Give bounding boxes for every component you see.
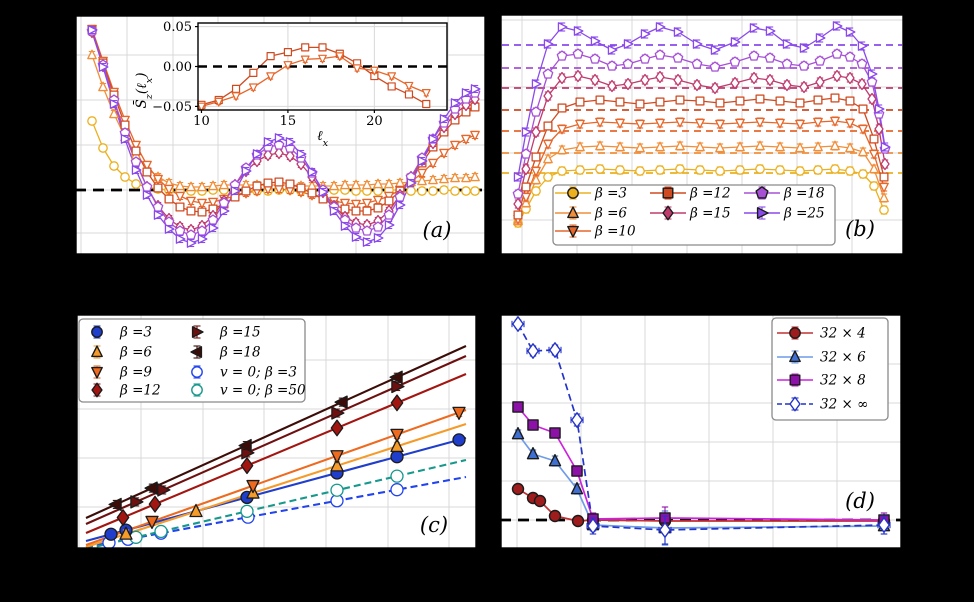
svg-text:20: 20: [366, 114, 383, 129]
svg-text:S̄z(ℓx): S̄z(ℓx): [134, 72, 155, 108]
svg-text:β =18: β =18: [219, 345, 261, 361]
legend: 32 × 4 32 × 6 32 × 8 32 × ∞: [771, 317, 889, 421]
legend: β =3 β =6 β =9 β =12 β =15 β =18 v = 0; β =3 v …: [78, 318, 306, 403]
series-beta6: [513, 140, 889, 226]
series-beta12: [513, 93, 889, 220]
series-beta9: [145, 406, 466, 530]
legend-entry-15: β =15: [650, 206, 731, 222]
legend-entry-328: 32 × 8: [777, 373, 866, 389]
series-beta15: [130, 379, 405, 509]
series-beta25: [513, 21, 891, 182]
svg-text:(d): (d): [845, 489, 875, 513]
svg-text:β =15: β =15: [689, 206, 731, 222]
svg-text:β =3: β =3: [594, 186, 627, 202]
svg-text:32 × ∞: 32 × ∞: [820, 397, 868, 413]
svg-text:32 × 8: 32 × 8: [820, 373, 866, 389]
legend-entry-3: β =3: [91, 325, 152, 341]
svg-text:β =25: β =25: [783, 206, 825, 222]
legend-entry-25: β =25: [744, 206, 825, 222]
legend-entry-6: β =6: [91, 345, 152, 361]
legend-entry-10: β =10: [555, 224, 636, 240]
panel-c-plot: β =3 β =6 β =9 β =12 β =15 β =18 v = 0; β =3 v …: [76, 314, 477, 549]
svg-text:32 × 4: 32 × 4: [820, 326, 866, 342]
series-beta10: [513, 116, 889, 225]
svg-text:β =6: β =6: [119, 345, 152, 361]
svg-text:β =9: β =9: [119, 365, 152, 381]
panel-d-plot: 32 × 4 32 × 6 32 × 8 32 × ∞ (d): [500, 314, 902, 549]
svg-text:0.05: 0.05: [163, 20, 192, 35]
legend-entry-15: β =15: [191, 325, 261, 341]
legend-entry-32: 32 × ∞: [777, 397, 868, 413]
svg-text:β =6: β =6: [594, 206, 627, 222]
series-beta3: [513, 164, 889, 228]
legend-entry-v03: v = 0; β =3: [191, 365, 297, 381]
legend-entry-326: 32 × 6: [777, 350, 866, 366]
svg-text:β =10: β =10: [594, 224, 636, 240]
svg-text:15: 15: [280, 114, 297, 129]
svg-text:(c): (c): [420, 513, 448, 537]
legend-entry-12: β =12: [650, 186, 731, 202]
svg-text:ℓx: ℓx: [317, 128, 329, 149]
svg-text:(b): (b): [845, 217, 875, 241]
svg-text:32 × 6: 32 × 6: [820, 350, 866, 366]
legend-entry-3: β =3: [555, 186, 627, 202]
legend-entry-6: β =6: [555, 206, 627, 222]
legend-entry-18: β =18: [190, 345, 261, 361]
series-beta18: [512, 48, 891, 199]
series-beta6: [119, 438, 404, 540]
series-32xinf: [511, 316, 891, 545]
series-beta12: [116, 394, 404, 526]
svg-text:β =15: β =15: [219, 325, 261, 341]
legend-entry-18: β =18: [744, 186, 825, 202]
svg-text:β =18: β =18: [783, 186, 825, 202]
panel-b-plot: β =3 β =6 β =10 β =12 β =15 β =18 β =25 (b): [500, 14, 904, 255]
svg-text:−0.05: −0.05: [152, 100, 192, 115]
legend-entry-9: β =9: [91, 365, 152, 381]
series-beta15: [513, 69, 890, 211]
svg-text:v = 0; β =50: v = 0; β =50: [220, 383, 306, 399]
legend-entry-324: 32 × 4: [777, 326, 866, 342]
series-beta25: [87, 25, 481, 248]
legend-entry-v050: v = 0; β =50: [191, 383, 306, 399]
svg-text:(a): (a): [423, 218, 452, 242]
series-beta18: [108, 370, 403, 512]
svg-text:β =12: β =12: [119, 383, 161, 399]
svg-text:v = 0; β =3: v = 0; β =3: [220, 365, 297, 381]
svg-text:β =12: β =12: [689, 186, 731, 202]
legend-entry-12: β =12: [91, 383, 161, 399]
svg-text:10: 10: [193, 114, 210, 129]
legend: β =3 β =6 β =10 β =12 β =15 β =18 β =25: [552, 184, 836, 246]
svg-text:0.00: 0.00: [163, 60, 192, 75]
svg-text:β =3: β =3: [119, 325, 152, 341]
series-v0beta50: [129, 469, 404, 544]
